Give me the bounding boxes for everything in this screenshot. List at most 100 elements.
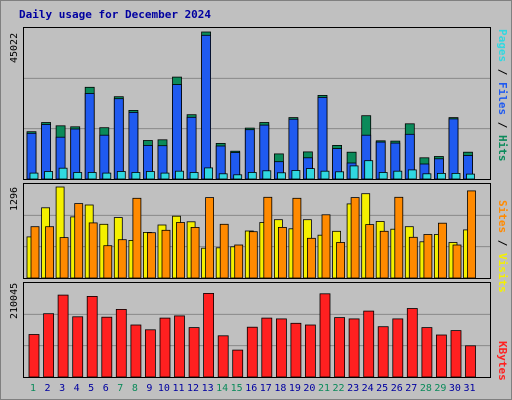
- kbytes-bar: [28, 334, 40, 377]
- kbytes-bar: [232, 349, 244, 377]
- kbytes-panel: [23, 282, 491, 378]
- kbytes-bar: [130, 324, 142, 377]
- day-label: 15: [230, 383, 243, 394]
- pages-bar: [305, 168, 315, 179]
- day-label: 11: [172, 383, 185, 394]
- day-label: 28: [419, 383, 432, 394]
- pages-bar: [218, 173, 228, 179]
- day-label: 12: [187, 383, 200, 394]
- kbytes-bar: [290, 322, 302, 377]
- legend-files: Files: [496, 82, 509, 116]
- files-bar: [201, 34, 212, 179]
- kbytes-bar: [421, 327, 433, 377]
- day-label: 16: [245, 383, 258, 394]
- pages-bar: [29, 172, 39, 179]
- files-bar: [448, 118, 459, 179]
- pages-bar: [87, 172, 97, 179]
- legend-visits: Visits: [496, 253, 509, 293]
- pages-bar: [73, 172, 83, 179]
- files-bar: [172, 84, 182, 179]
- sites-bar: [394, 196, 404, 278]
- kbytes-bar: [334, 317, 346, 377]
- legend-sites: Sites: [496, 200, 509, 234]
- sites-bar: [437, 222, 447, 278]
- kbytes-bar: [435, 334, 447, 377]
- day-label: 24: [361, 383, 374, 394]
- day-label: 25: [376, 383, 389, 394]
- kbytes-plot: [24, 292, 490, 377]
- kbytes-bar: [465, 345, 476, 377]
- files-bar: [404, 133, 415, 179]
- legend-kbytes: KBytes: [496, 341, 509, 381]
- files-bar: [419, 163, 430, 179]
- sites-bar: [45, 226, 55, 278]
- kbytes-bar: [72, 316, 84, 377]
- day-label: 20: [303, 383, 316, 394]
- pages-bar: [393, 170, 403, 179]
- kbytes-bar: [203, 292, 215, 377]
- sites-bar: [467, 190, 476, 278]
- sites-bar: [350, 197, 360, 278]
- pages-bar: [204, 167, 214, 179]
- sites-visits-plot: [24, 186, 490, 278]
- files-bar: [99, 134, 110, 179]
- kbytes-bar: [275, 318, 287, 377]
- sites-visits-panel: [23, 183, 491, 279]
- kbytes-bar: [304, 324, 316, 377]
- pages-bar: [189, 172, 199, 179]
- sites-bar: [161, 229, 171, 278]
- day-label: 29: [434, 383, 447, 394]
- sites-bar: [423, 234, 433, 278]
- day-label: 22: [332, 383, 345, 394]
- files-bar: [41, 124, 52, 179]
- kbytes-bar: [174, 315, 185, 377]
- pages-bar: [335, 171, 345, 179]
- files-bar: [186, 116, 197, 179]
- pages-bar: [233, 174, 243, 179]
- pages-bar: [466, 173, 475, 179]
- kbytes-bar: [86, 295, 98, 377]
- files-bar: [375, 141, 386, 179]
- sites-bar: [59, 237, 69, 278]
- kbytes-bar: [115, 308, 127, 377]
- day-label: 8: [131, 383, 138, 394]
- kbytes-bar: [261, 317, 273, 377]
- pages-bar: [320, 170, 330, 179]
- day-label: 13: [201, 383, 214, 394]
- files-bar: [70, 128, 81, 179]
- kbytes-bar: [159, 317, 171, 377]
- kbytes-legend: KBytes: [496, 341, 509, 381]
- legend-sep-3: /: [496, 233, 509, 253]
- day-label: 27: [405, 383, 418, 394]
- sites-bar: [248, 231, 258, 278]
- pages-bar: [436, 172, 446, 179]
- pages-bar: [131, 172, 141, 179]
- kbytes-bar: [217, 335, 229, 377]
- kbytes-bar: [392, 318, 404, 377]
- day-label: 1: [29, 383, 37, 394]
- sites-bar: [176, 222, 185, 278]
- sites-bar: [147, 232, 156, 278]
- kbytes-ymax-label: 210045: [9, 282, 20, 319]
- sites-bar: [263, 196, 273, 278]
- pages-bar: [175, 170, 184, 179]
- hits-files-pages-panel: [23, 27, 491, 180]
- day-label: 17: [259, 383, 272, 394]
- day-label: 10: [157, 383, 170, 394]
- day-label: 31: [463, 383, 476, 394]
- sites-bar: [117, 239, 127, 278]
- pages-bar: [58, 167, 68, 179]
- files-bar: [215, 145, 226, 179]
- sites-bar: [452, 244, 462, 278]
- sites-bar: [103, 245, 113, 278]
- sites-bar: [74, 203, 84, 278]
- pages-bar: [262, 170, 272, 179]
- files-bar: [26, 132, 37, 179]
- legend-sep-1: /: [496, 62, 509, 82]
- sites-bar: [292, 197, 302, 278]
- pages-bar: [451, 172, 461, 179]
- kbytes-bar: [43, 313, 55, 377]
- kbytes-bar: [450, 330, 462, 377]
- sites-bar: [365, 224, 375, 278]
